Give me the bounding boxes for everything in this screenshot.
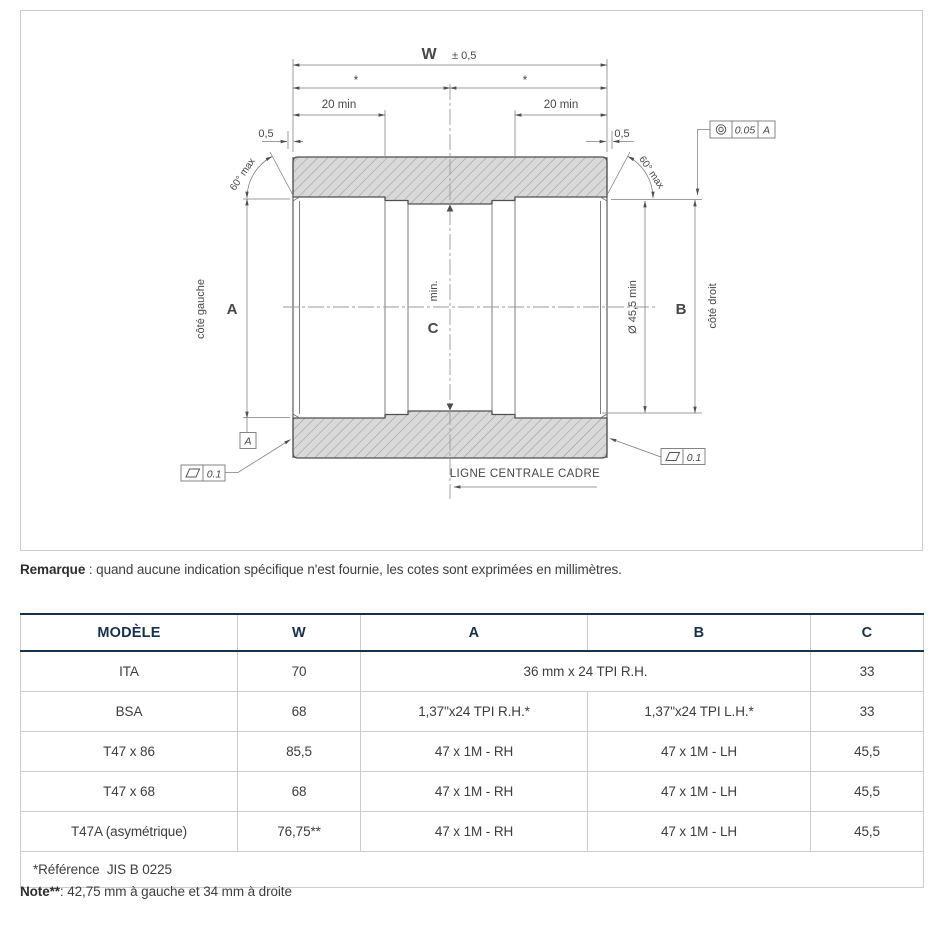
table-body: ITA 70 36 mm x 24 TPI R.H. 33 BSA 68 1,3… [20, 650, 924, 888]
cell-w: 68 [237, 771, 361, 812]
cell-a: 47 x 1M - RH [360, 731, 588, 772]
cell-model: T47 x 68 [20, 771, 238, 812]
cell-model: T47A (asymétrique) [20, 811, 238, 852]
cell-b: 47 x 1M - LH [587, 731, 811, 772]
dim-c-label: C [428, 320, 439, 337]
table-header: MODÈLE W A B C [20, 613, 924, 652]
table-row: T47 x 68 68 47 x 1M - RH 47 x 1M - LH 45… [20, 771, 924, 812]
table-row: BSA 68 1,37"x24 TPI R.H.* 1,37"x24 TPI L… [20, 691, 924, 732]
dim-b-label: B [676, 301, 687, 318]
cell-w: 85,5 [237, 731, 361, 772]
dim-c-arrows [446, 204, 454, 411]
models-table: MODÈLE W A B C ITA 70 36 mm x 24 TPI R.H… [20, 613, 924, 888]
cell-a: 1,37"x24 TPI R.H.* [360, 691, 588, 732]
cell-c: 45,5 [810, 771, 924, 812]
dim-chamfer-right-label: 0,5 [614, 128, 629, 140]
fcf-concentricity: 0.05 A [695, 120, 776, 196]
flatness-icon [185, 468, 201, 478]
table-row: T47A (asymétrique) 76,75** 47 x 1M - RH … [20, 811, 924, 852]
side-left-label: côté gauche [195, 279, 207, 339]
note-text: : 42,75 mm à gauche et 34 mm à droite [59, 884, 292, 899]
table-header-row: MODÈLE W A B C [20, 613, 924, 652]
concentricity-datum: A [762, 125, 770, 137]
cell-ab: 36 mm x 24 TPI R.H. [360, 650, 811, 692]
dim-half-left-star: * [354, 73, 359, 87]
cell-c: 45,5 [810, 811, 924, 852]
dimension-lines [245, 63, 697, 489]
flatness-icon [665, 452, 681, 461]
dim-c-qualifier: min. [428, 281, 440, 302]
col-header-modele: MODÈLE [20, 613, 238, 652]
cell-b: 47 x 1M - LH [587, 771, 811, 812]
table-footer-reference: *Référence JIS B 0225 [20, 851, 924, 888]
cell-w: 68 [237, 691, 361, 732]
extension-lines [243, 59, 702, 418]
cell-w: 70 [237, 650, 361, 692]
table-footer-row: *Référence JIS B 0225 [20, 851, 924, 888]
remark-text: : quand aucune indication spécifique n'e… [85, 562, 622, 577]
note-label: Note** [20, 884, 60, 899]
cell-model: BSA [20, 691, 238, 732]
centerline-label: LIGNE CENTRALE CADRE [450, 468, 601, 480]
flatness-right-value: 0.1 [687, 452, 702, 464]
flatness-left-value: 0.1 [207, 469, 222, 481]
note: Note**: 42,75 mm à gauche et 34 mm à dro… [20, 884, 292, 899]
col-header-b: B [587, 613, 811, 652]
cell-c: 45,5 [810, 731, 924, 772]
cell-c: 33 [810, 691, 924, 732]
dim-20min-left-label: 20 min [322, 99, 357, 111]
concentricity-icon [715, 124, 727, 135]
cell-model: T47 x 86 [20, 731, 238, 772]
cell-model: ITA [20, 650, 238, 692]
cell-b: 47 x 1M - LH [587, 811, 811, 852]
centerlines [283, 84, 657, 499]
dim-bore-label: Ø 45,5 min [627, 280, 639, 334]
dim-20min-right-label: 20 min [544, 99, 579, 111]
bore-step-edges [292, 196, 608, 419]
drawing-frame [20, 10, 923, 551]
fcf-flatness-right: 0.1 [609, 438, 706, 465]
dim-chamfer-left-label: 0,5 [258, 128, 273, 140]
chamfer-arc-right [627, 156, 655, 199]
cell-b: 1,37"x24 TPI L.H.* [587, 691, 811, 732]
col-header-c: C [810, 613, 924, 652]
remark: Remarque : quand aucune indication spéci… [20, 562, 622, 577]
shell-edges [292, 157, 608, 458]
dim-a-label: A [227, 301, 238, 318]
side-right-label: côté droit [707, 283, 719, 328]
cell-a: 47 x 1M - RH [360, 811, 588, 852]
datum-flag-label: A [243, 436, 251, 448]
dim-w-tolerance: ± 0,5 [452, 50, 476, 62]
table-row: ITA 70 36 mm x 24 TPI R.H. 33 [20, 650, 924, 692]
cell-w: 76,75** [237, 811, 361, 852]
remark-label: Remarque [20, 562, 86, 577]
col-header-w: W [237, 613, 361, 652]
technical-drawing: 0.05 A A 0.1 0.1 W ± 0,5 * * 20 mi [20, 10, 923, 551]
col-header-a: A [360, 613, 588, 652]
concentricity-value: 0.05 [735, 125, 756, 137]
datum-flag: A [239, 432, 257, 449]
fcf-flatness-left: 0.1 [180, 439, 291, 482]
dim-w-label: W [421, 46, 437, 63]
cell-a: 47 x 1M - RH [360, 771, 588, 812]
table-row: T47 x 86 85,5 47 x 1M - RH 47 x 1M - LH … [20, 731, 924, 772]
dim-half-right-star: * [523, 73, 528, 87]
chamfer-arc-left [245, 156, 273, 199]
cell-c: 33 [810, 650, 924, 692]
